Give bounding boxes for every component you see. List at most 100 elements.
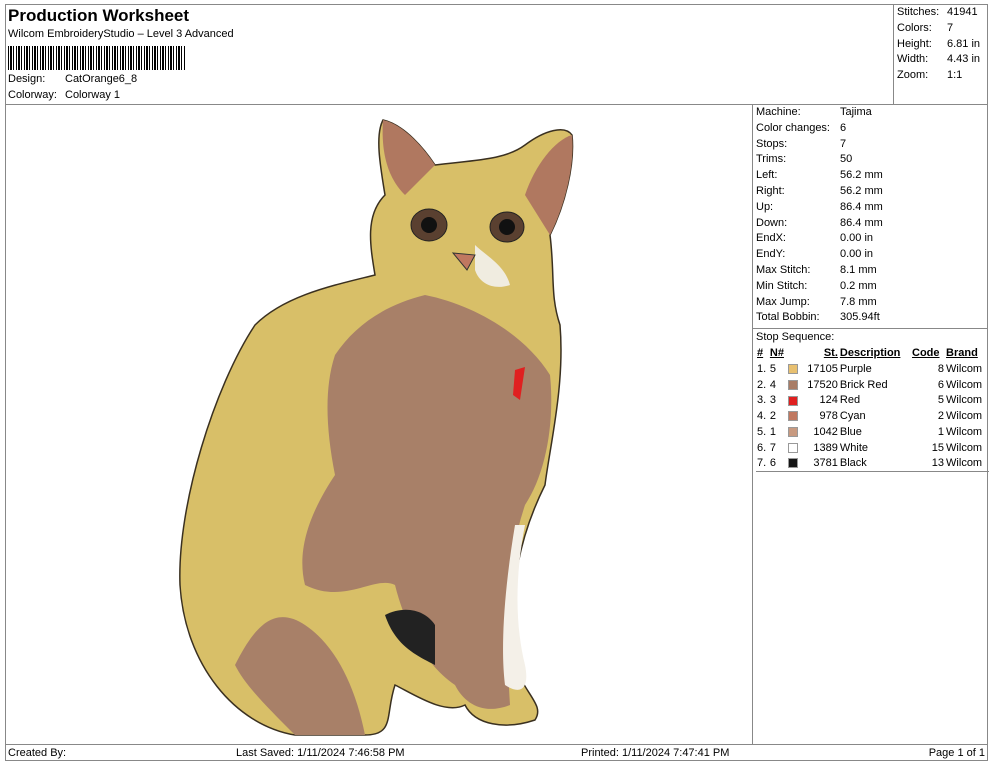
- machine-info-row: Machine: Tajima: [753, 105, 988, 121]
- info-value: 6: [840, 121, 847, 134]
- machine-info-row: EndY: 0.00 in: [753, 247, 988, 263]
- last-saved: Last Saved: 1/11/2024 7:46:58 PM: [236, 747, 405, 759]
- stat-value: 4.43 in: [947, 53, 981, 66]
- thread-code: 15: [931, 441, 945, 454]
- table-row: 3. 3 124 Red 5 Wilcom: [756, 393, 989, 409]
- stop-index: 2.: [757, 378, 767, 391]
- thread-brand: Wilcom: [946, 394, 983, 407]
- info-label: Trims:: [756, 153, 787, 166]
- stop-index: 4.: [757, 410, 767, 423]
- machine-info-row: Left: 56.2 mm: [753, 168, 988, 184]
- design-preview: [5, 105, 752, 744]
- machine-info-row: Stops: 7: [753, 137, 988, 153]
- table-row: 6. 7 1389 White 15 Wilcom: [756, 440, 989, 456]
- stitch-count: 978: [819, 410, 838, 423]
- stitch-count: 3781: [813, 457, 838, 470]
- color-swatch: [788, 442, 799, 453]
- info-value: 86.4 mm: [840, 200, 883, 213]
- color-swatch: [788, 458, 799, 469]
- table-row: 1. 5 17105 Purple 8 Wilcom: [756, 361, 989, 377]
- col-header-needle: N#: [769, 347, 784, 360]
- info-value: 8.1 mm: [840, 263, 877, 276]
- stitch-count: 124: [819, 394, 838, 407]
- stat-label: Height:: [897, 37, 932, 50]
- thread-description: White: [839, 441, 869, 454]
- info-value: 56.2 mm: [840, 169, 883, 182]
- stat-label: Stitches:: [897, 6, 940, 18]
- design-row: Design: CatOrange6_8: [8, 73, 137, 85]
- stitch-count: 1042: [813, 426, 838, 439]
- thread-code: 6: [937, 378, 945, 391]
- color-swatch: [788, 427, 799, 438]
- stat-value: 7: [947, 21, 954, 34]
- colorway-row: Colorway: Colorway 1: [8, 89, 120, 101]
- info-value: 86.4 mm: [840, 216, 883, 229]
- thread-brand: Wilcom: [946, 457, 983, 470]
- worksheet-footer: Created By: Last Saved: 1/11/2024 7:46:5…: [5, 744, 988, 761]
- info-value: 0.00 in: [840, 232, 874, 245]
- design-name: CatOrange6_8: [65, 73, 138, 85]
- info-label: Stops:: [756, 137, 788, 150]
- stat-label: Zoom:: [897, 69, 929, 82]
- thread-brand: Wilcom: [946, 378, 983, 391]
- machine-info-row: Min Stitch: 0.2 mm: [753, 279, 988, 295]
- stat-row: Colors: 7: [897, 21, 985, 37]
- info-value: 56.2 mm: [840, 184, 883, 197]
- page-title: Production Worksheet: [8, 6, 190, 25]
- stat-value: 6.81 in: [947, 37, 981, 50]
- color-swatch: [788, 395, 799, 406]
- table-row: 2. 4 17520 Brick Red 6 Wilcom: [756, 377, 989, 393]
- info-label: Down:: [756, 216, 788, 229]
- info-value: 7.8 mm: [840, 295, 877, 308]
- machine-info-row: Color changes: 6: [753, 121, 988, 137]
- stat-row: Zoom: 1:1: [897, 68, 985, 84]
- thread-description: Brick Red: [839, 378, 888, 391]
- info-label: EndY:: [756, 248, 786, 261]
- table-row: 5. 1 1042 Blue 1 Wilcom: [756, 424, 989, 440]
- info-label: Max Stitch:: [756, 263, 811, 276]
- stop-sequence-table: # N# St. Description Code Brand 1. 5 17105…: [756, 345, 989, 473]
- stat-label: Width:: [897, 53, 929, 66]
- thread-description: Cyan: [839, 410, 866, 423]
- info-label: Machine:: [756, 106, 801, 118]
- thread-description: Blue: [839, 426, 862, 439]
- stitch-count: 17105: [807, 362, 838, 375]
- design-label: Design:: [8, 73, 46, 85]
- design-stats: Stitches: 41941 Colors: 7 Height: 6.81 in Widt…: [893, 4, 988, 105]
- stat-value: 1:1: [947, 69, 963, 82]
- info-value: 50: [840, 153, 853, 166]
- info-label: Color changes:: [756, 121, 830, 134]
- table-row: 7. 6 3781 Black 13 Wilcom: [756, 456, 989, 472]
- cat-embroidery-image: [179, 119, 574, 736]
- thread-description: Red: [839, 394, 861, 407]
- colorway-label: Colorway:: [8, 89, 57, 101]
- info-label: EndX:: [756, 232, 786, 245]
- stop-sequence: Stop Sequence: # N# St. Description Code…: [753, 328, 989, 473]
- machine-info-row: Total Bobbin: 305.94ft: [753, 310, 988, 326]
- col-header-index: #: [757, 347, 764, 360]
- machine-info-panel: Machine: Tajima Color changes: 6 Stops: 7 Trim…: [752, 105, 989, 744]
- stitch-count: 17520: [807, 378, 838, 391]
- color-swatch: [788, 363, 799, 374]
- info-value: Tajima: [840, 106, 872, 118]
- machine-info-row: EndX: 0.00 in: [753, 231, 988, 247]
- machine-info-row: Trims: 50: [753, 152, 988, 168]
- col-header-stitches: St.: [823, 347, 838, 360]
- needle-number: 2: [769, 410, 777, 423]
- info-label: Up:: [756, 200, 774, 213]
- stat-row: Stitches: 41941: [897, 5, 985, 21]
- needle-number: 1: [769, 426, 777, 439]
- table-row: 4. 2 978 Cyan 2 Wilcom: [756, 408, 989, 424]
- stitch-count: 1389: [813, 441, 838, 454]
- col-header-code: Code: [912, 347, 940, 360]
- info-value: 0.2 mm: [840, 279, 877, 292]
- stop-index: 6.: [757, 441, 767, 454]
- thread-code: 2: [937, 410, 945, 423]
- thread-brand: Wilcom: [946, 441, 983, 454]
- info-value: 0.00 in: [840, 248, 874, 261]
- barcode: [8, 46, 186, 70]
- thread-code: 13: [931, 457, 945, 470]
- needle-number: 7: [769, 441, 777, 454]
- needle-number: 6: [769, 457, 777, 470]
- worksheet-header: Production Worksheet Wilcom EmbroiderySt…: [5, 4, 988, 105]
